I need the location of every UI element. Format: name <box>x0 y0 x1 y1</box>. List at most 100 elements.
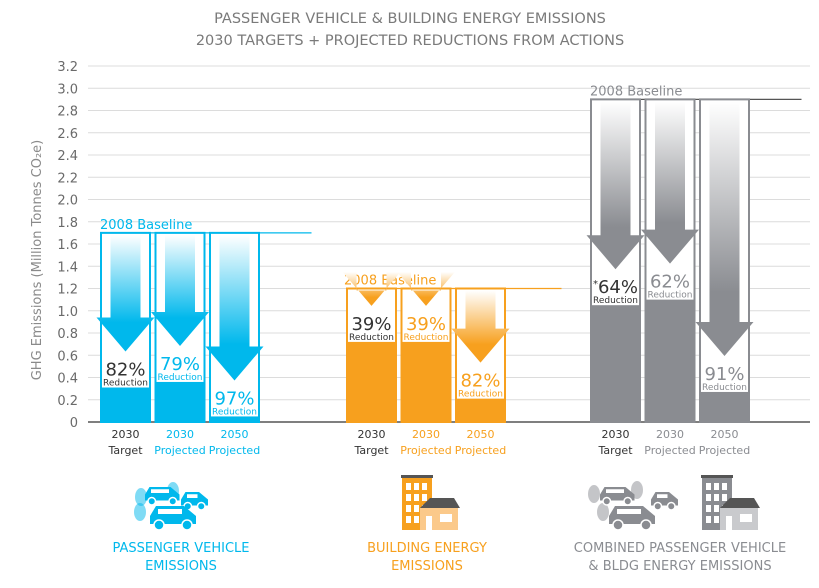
bar <box>346 341 397 422</box>
y-tick-label: 0.8 <box>57 327 78 342</box>
reduction-word: Reduction <box>648 291 693 301</box>
reduction-percent: 97% <box>214 388 254 409</box>
reduction-word: Reduction <box>702 383 747 393</box>
group-name-label: EMISSIONS <box>391 559 463 574</box>
reduction-arrow <box>695 101 754 356</box>
y-axis-label: GHG Emissions (Million Tonnes CO₂e) <box>30 140 45 381</box>
y-tick-label: 0 <box>70 416 78 431</box>
reduction-arrow <box>342 271 401 306</box>
window <box>714 516 719 523</box>
bar-year-label: 2030 <box>166 428 194 441</box>
bar <box>644 299 696 422</box>
bar-type-label: Projected <box>400 444 451 457</box>
bar-year-label: 2050 <box>467 428 495 441</box>
bar-type-label: Target <box>597 444 633 457</box>
y-tick-label: 3.2 <box>57 60 78 75</box>
bar-year-label: 2030 <box>602 428 630 441</box>
y-tick-label: 2.8 <box>57 105 78 120</box>
buildings-icon <box>401 475 460 530</box>
car-window <box>158 509 182 514</box>
window <box>414 516 419 523</box>
house <box>420 508 458 530</box>
car-wheel <box>602 496 612 506</box>
y-tick-label: 1.8 <box>57 216 78 231</box>
building-roof <box>701 475 733 478</box>
reduction-percent: 82% <box>460 371 500 392</box>
y-tick-label: 1.0 <box>57 305 78 320</box>
bar <box>455 398 506 422</box>
window <box>422 483 427 490</box>
y-tick-label: 2.2 <box>57 171 78 186</box>
reduction-percent: 79% <box>160 354 200 375</box>
car-wheel <box>168 496 178 506</box>
reduction-percent: 91% <box>704 364 744 385</box>
baseline-label: 2008 Baseline <box>100 218 192 233</box>
group-name-label: PASSENGER VEHICLE <box>112 541 249 556</box>
footnote-asterisk: * <box>593 279 598 290</box>
bar-type-label: Target <box>353 444 389 457</box>
window <box>414 494 419 501</box>
reduction-arrow <box>96 234 155 352</box>
group-name-label: COMBINED PASSENGER VEHICLE <box>574 541 786 556</box>
bar-type-label: Target <box>107 444 143 457</box>
window <box>706 505 711 512</box>
bar-type-label: Projected <box>644 444 695 457</box>
cars-and-buildings-icon <box>588 475 760 531</box>
group-name-label: & BLDG ENERGY EMISSIONS <box>588 559 771 574</box>
bar-year-label: 2030 <box>358 428 386 441</box>
car-window <box>617 509 641 514</box>
door <box>426 516 432 530</box>
y-tick-label: 0.4 <box>57 372 78 387</box>
reduction-word: Reduction <box>103 379 148 389</box>
group-0: 2008 Baseline82%Reduction2030Target79%Re… <box>96 218 312 574</box>
reduction-percent: 62% <box>650 272 690 293</box>
reduction-arrow <box>151 234 209 346</box>
reduction-percent: 82% <box>105 360 145 381</box>
bar-type-label: Projected <box>699 444 750 457</box>
car-wheel <box>640 519 652 531</box>
exhaust-cloud <box>135 488 147 506</box>
y-tick-label: 1.4 <box>57 260 78 275</box>
window <box>422 494 427 501</box>
y-tick-label: 1.6 <box>57 238 78 253</box>
window <box>706 494 711 501</box>
reduction-word: Reduction <box>158 373 203 383</box>
group-name-label: BUILDING ENERGY <box>367 541 487 556</box>
window <box>706 483 711 490</box>
exhaust-cloud <box>597 503 609 521</box>
window <box>714 483 719 490</box>
bar-type-label: Projected <box>455 444 506 457</box>
bar-year-label: 2030 <box>656 428 684 441</box>
car-wheel <box>612 519 624 531</box>
y-tick-label: 3.0 <box>57 82 78 97</box>
group-name-label: EMISSIONS <box>145 559 217 574</box>
bar <box>209 416 260 422</box>
group-1: 2008 Baseline39%Reduction2030Target39%Re… <box>342 271 562 574</box>
chart-subtitle: 2030 TARGETS + PROJECTED REDUCTIONS FROM… <box>196 33 624 49</box>
y-tick-label: 2.0 <box>57 194 78 209</box>
reduction-arrow <box>586 101 645 270</box>
window <box>714 505 719 512</box>
car-wheel <box>653 501 663 511</box>
car-wheel <box>666 501 676 511</box>
reduction-word: Reduction <box>458 390 503 400</box>
reduction-arrow <box>205 234 264 381</box>
building-roof <box>401 475 433 478</box>
house-window <box>440 514 452 522</box>
reduction-arrow <box>397 271 455 306</box>
window <box>722 483 727 490</box>
bar-year-label: 2050 <box>221 428 249 441</box>
window <box>706 516 711 523</box>
window <box>414 505 419 512</box>
y-tick-label: 2.6 <box>57 127 78 142</box>
bar <box>154 381 206 422</box>
car-window <box>151 489 169 493</box>
reduction-percent: 39% <box>351 314 391 335</box>
reduction-word: Reduction <box>404 333 449 343</box>
y-tick-label: 2.4 <box>57 149 78 164</box>
bar <box>400 341 452 422</box>
exhaust-cloud <box>588 485 600 503</box>
reduction-arrow <box>451 290 510 363</box>
bar-year-label: 2030 <box>112 428 140 441</box>
